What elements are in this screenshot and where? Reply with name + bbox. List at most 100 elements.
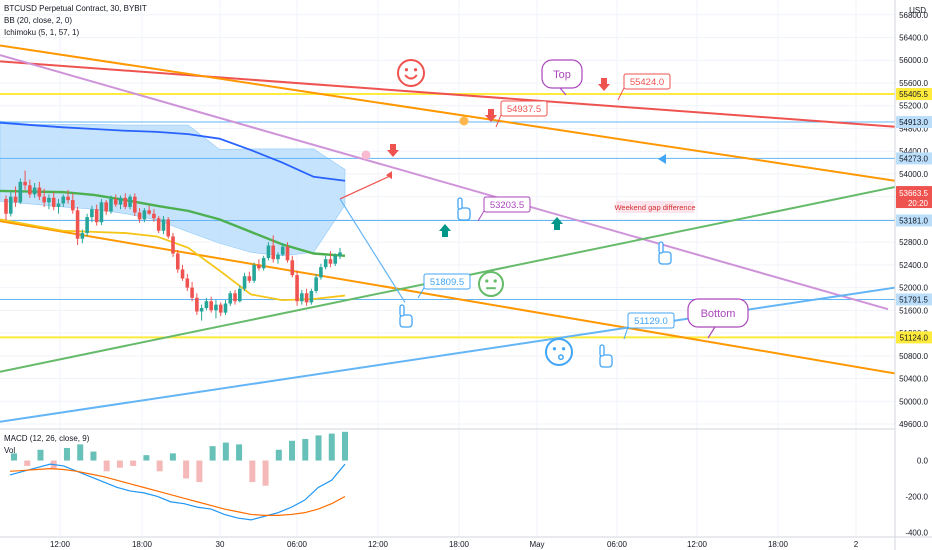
candle[interactable] — [94, 204, 99, 226]
candle[interactable] — [238, 285, 242, 303]
cat-icon[interactable] — [361, 150, 371, 160]
callout[interactable]: Top — [541, 59, 583, 96]
candle[interactable] — [28, 179, 32, 198]
candle[interactable] — [23, 170, 27, 190]
candle[interactable] — [66, 189, 70, 204]
price-tag[interactable]: 53203.5 — [477, 196, 531, 222]
candle[interactable] — [300, 289, 304, 305]
projection-up-arrow[interactable] — [339, 174, 393, 200]
arrow-down-icon[interactable] — [485, 109, 497, 122]
candle[interactable] — [75, 206, 80, 245]
candle[interactable] — [295, 270, 299, 306]
candle[interactable] — [99, 198, 104, 226]
candle[interactable] — [4, 195, 8, 220]
candle[interactable] — [195, 293, 199, 315]
pointing-hand-icon[interactable] — [658, 241, 672, 265]
candle[interactable] — [328, 251, 333, 268]
candle[interactable] — [123, 193, 128, 210]
candle[interactable] — [280, 243, 285, 256]
candle[interactable] — [42, 188, 46, 207]
arrow-down-icon[interactable] — [387, 144, 399, 157]
candle[interactable] — [61, 194, 66, 207]
candle[interactable] — [185, 273, 190, 292]
candle[interactable] — [218, 302, 223, 317]
candle[interactable] — [247, 271, 252, 284]
candle[interactable] — [56, 198, 61, 214]
ichimoku-indicator-label[interactable]: Ichimoku (5, 1, 57, 1) — [4, 28, 80, 37]
candle[interactable] — [338, 247, 342, 260]
candle[interactable] — [51, 192, 56, 211]
candle[interactable] — [37, 181, 42, 201]
candle[interactable] — [276, 252, 280, 264]
price-tag[interactable]: 51129.0 — [623, 312, 675, 340]
candle[interactable] — [271, 235, 275, 263]
candle[interactable] — [199, 304, 204, 321]
arrow-up-icon[interactable] — [551, 217, 563, 230]
candle[interactable] — [137, 208, 142, 223]
candle[interactable] — [104, 200, 108, 215]
projection-down-arrow[interactable] — [339, 198, 406, 303]
candle[interactable] — [333, 253, 338, 267]
candle[interactable] — [190, 281, 194, 302]
candle[interactable] — [156, 215, 161, 234]
candle[interactable] — [209, 296, 213, 313]
vol-indicator-label[interactable]: Vol — [4, 446, 16, 455]
candle[interactable] — [8, 192, 13, 217]
candle[interactable] — [214, 300, 218, 319]
macd-indicator-label[interactable]: MACD (12, 26, close, 9) — [4, 434, 90, 443]
candle[interactable] — [71, 193, 75, 214]
candle[interactable] — [180, 264, 185, 281]
candle[interactable] — [257, 259, 261, 271]
candle[interactable] — [147, 205, 151, 215]
pointing-hand-icon[interactable] — [399, 304, 413, 328]
candle[interactable] — [266, 242, 271, 261]
trend-line-orange-lower[interactable] — [0, 220, 896, 375]
candle[interactable] — [109, 195, 113, 214]
candle[interactable] — [80, 229, 85, 244]
bb-indicator-label[interactable]: BB (20, close, 2, 0) — [4, 16, 73, 25]
arrow-down-icon[interactable] — [598, 78, 610, 91]
pointing-hand-icon[interactable] — [457, 197, 471, 221]
callout[interactable]: Bottom — [687, 298, 749, 339]
trend-line-red[interactable] — [0, 60, 896, 128]
candle[interactable] — [166, 217, 171, 239]
candle[interactable] — [175, 250, 180, 273]
candle[interactable] — [18, 178, 23, 205]
candle[interactable] — [90, 205, 94, 223]
candle[interactable] — [314, 273, 318, 294]
candle[interactable] — [32, 183, 37, 198]
price-tag[interactable]: 55424.0 — [617, 73, 671, 101]
candle[interactable] — [204, 297, 209, 311]
price-tag[interactable]: 54937.5 — [495, 100, 548, 128]
candle[interactable] — [142, 208, 147, 223]
pointing-hand-icon[interactable] — [599, 344, 613, 368]
candle[interactable] — [323, 255, 328, 270]
candle[interactable] — [171, 233, 175, 257]
note[interactable]: Weekend gap difference — [614, 201, 696, 213]
candle[interactable] — [252, 262, 256, 284]
candle[interactable] — [261, 255, 266, 271]
trend-line-orange-upper[interactable] — [0, 44, 896, 182]
smile-face-icon[interactable] — [397, 59, 425, 87]
arrow-up-icon[interactable] — [439, 224, 451, 237]
candle[interactable] — [85, 213, 89, 237]
candle[interactable] — [118, 195, 123, 210]
candle[interactable] — [113, 194, 118, 207]
candle[interactable] — [290, 255, 295, 278]
candle[interactable] — [242, 272, 247, 292]
candle[interactable] — [152, 209, 156, 222]
candle[interactable] — [223, 300, 228, 315]
candle[interactable] — [319, 263, 323, 280]
candle[interactable] — [228, 291, 233, 306]
candle[interactable] — [161, 215, 166, 235]
candle[interactable] — [13, 186, 18, 207]
price-tag[interactable]: 51809.5 — [417, 273, 471, 299]
candle[interactable] — [233, 289, 237, 305]
candle[interactable] — [285, 242, 290, 263]
candle[interactable] — [304, 288, 309, 306]
candle[interactable] — [309, 288, 314, 305]
candle[interactable] — [133, 193, 137, 216]
neutral-face-icon[interactable] — [478, 271, 504, 297]
candle[interactable] — [47, 194, 51, 210]
